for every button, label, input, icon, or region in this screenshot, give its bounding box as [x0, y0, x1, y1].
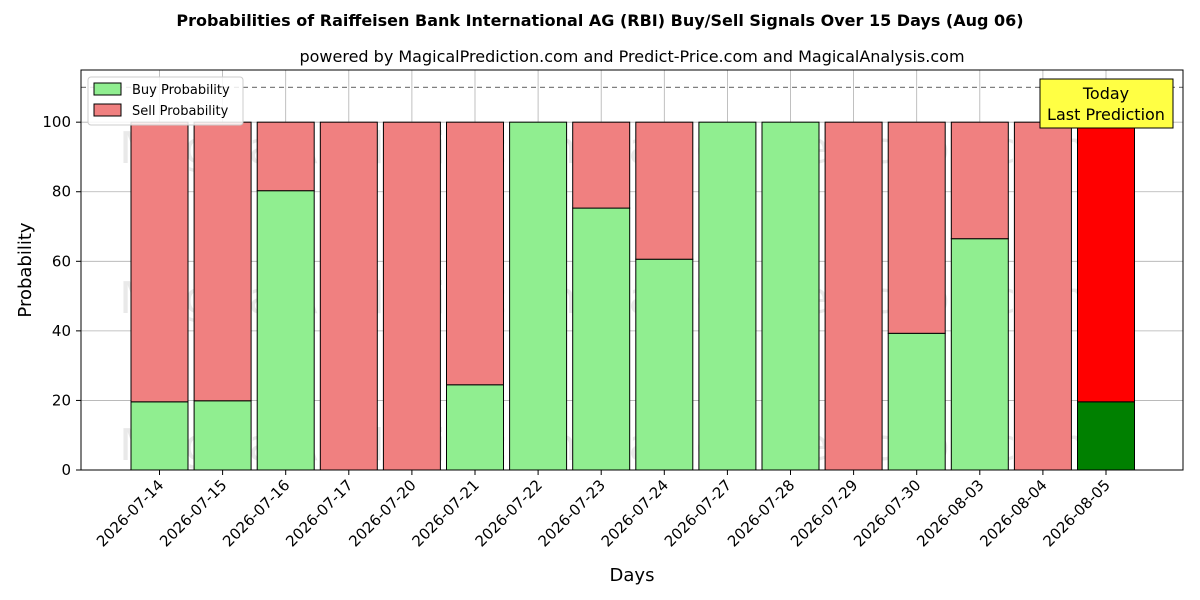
today-annotation-box — [1039, 78, 1174, 129]
bar-sell-2026-07-23 — [572, 121, 631, 209]
bar-buy-2026-07-16 — [256, 190, 315, 471]
y-tick-label: 40 — [52, 322, 71, 340]
x-tick-label: 2026-07-20 — [345, 476, 419, 550]
x-tick-label: 2026-07-28 — [724, 476, 798, 550]
x-tick-label: 2026-07-15 — [156, 476, 230, 550]
bar-buy-2026-08-03 — [950, 238, 1009, 471]
legend-label-sell: Sell Probability — [132, 104, 229, 119]
y-axis: 0 20 40 60 80 100 — [42, 113, 81, 479]
x-tick-label: 2026-08-05 — [1039, 476, 1113, 550]
bar-buy-2026-08-05 — [1077, 401, 1135, 471]
bar-sell-2026-07-16 — [256, 121, 315, 192]
x-axis-label: Days — [610, 565, 655, 586]
plot-frame — [80, 69, 1184, 471]
bar-buy-2026-07-27 — [698, 121, 757, 471]
today-annotation: Today Last Prediction — [1039, 78, 1174, 129]
x-tick-label: 2026-07-29 — [787, 476, 861, 550]
bar-sell-2026-08-05 — [1077, 121, 1135, 403]
legend-swatch-buy — [93, 82, 122, 96]
y-tick-label: 60 — [52, 252, 71, 270]
bar-buy-2026-07-15 — [193, 400, 252, 471]
legend-label-buy: Buy Probability — [132, 83, 230, 98]
bar-buy-2026-07-14 — [130, 401, 189, 471]
bar-buy-2026-07-23 — [572, 207, 631, 471]
bar-buy-2026-07-24 — [635, 258, 694, 471]
bar-buy-2026-07-22 — [509, 121, 568, 471]
legend-box — [87, 76, 244, 126]
bar-sell-2026-07-29 — [824, 121, 883, 471]
x-tick-label: 2026-08-04 — [976, 476, 1050, 550]
x-tick-label: 2026-07-17 — [282, 476, 356, 550]
today-annotation-line2: Last Prediction — [1047, 105, 1165, 124]
x-tick-label: 2026-07-21 — [408, 476, 482, 550]
chart-title: Probabilities of Raiffeisen Bank Interna… — [176, 11, 1023, 30]
bar-sell-2026-07-14 — [130, 121, 189, 403]
bar-sell-2026-07-17 — [319, 121, 378, 471]
y-tick-label: 0 — [61, 461, 71, 479]
x-tick-label: 2026-07-23 — [535, 476, 609, 550]
bar-buy-2026-07-30 — [887, 332, 946, 471]
bar-sell-2026-07-15 — [193, 121, 252, 402]
x-tick-label: 2026-08-03 — [913, 476, 987, 550]
y-tick-label: 100 — [42, 113, 71, 131]
chart-subtitle: powered by MagicalPrediction.com and Pre… — [299, 47, 964, 66]
x-tick-label: 2026-07-16 — [219, 476, 293, 550]
x-tick-label: 2026-07-27 — [661, 476, 735, 550]
x-tick-label: 2026-07-24 — [598, 476, 672, 550]
x-axis: 2026-07-142026-07-152026-07-162026-07-17… — [93, 470, 1114, 550]
x-tick-label: 2026-07-14 — [93, 476, 167, 550]
x-tick-label: 2026-07-30 — [850, 476, 924, 550]
bars — [130, 121, 1135, 471]
bar-sell-2026-07-21 — [446, 121, 504, 386]
bar-sell-2026-07-30 — [887, 121, 946, 334]
x-tick-label: 2026-07-22 — [472, 476, 546, 550]
today-annotation-line1: Today — [1082, 84, 1129, 103]
y-tick-label: 80 — [52, 183, 71, 201]
legend-swatch-sell — [93, 103, 122, 117]
bar-buy-2026-07-28 — [761, 121, 820, 471]
bar-sell-2026-07-20 — [382, 121, 441, 471]
bar-buy-2026-07-21 — [446, 384, 504, 471]
bar-sell-2026-08-04 — [1013, 121, 1072, 471]
bar-sell-2026-08-03 — [950, 121, 1009, 240]
y-tick-label: 20 — [52, 391, 71, 409]
legend: Buy Probability Sell Probability — [87, 76, 244, 126]
bar-sell-2026-07-24 — [635, 121, 694, 260]
y-axis-label: Probability — [15, 222, 36, 317]
